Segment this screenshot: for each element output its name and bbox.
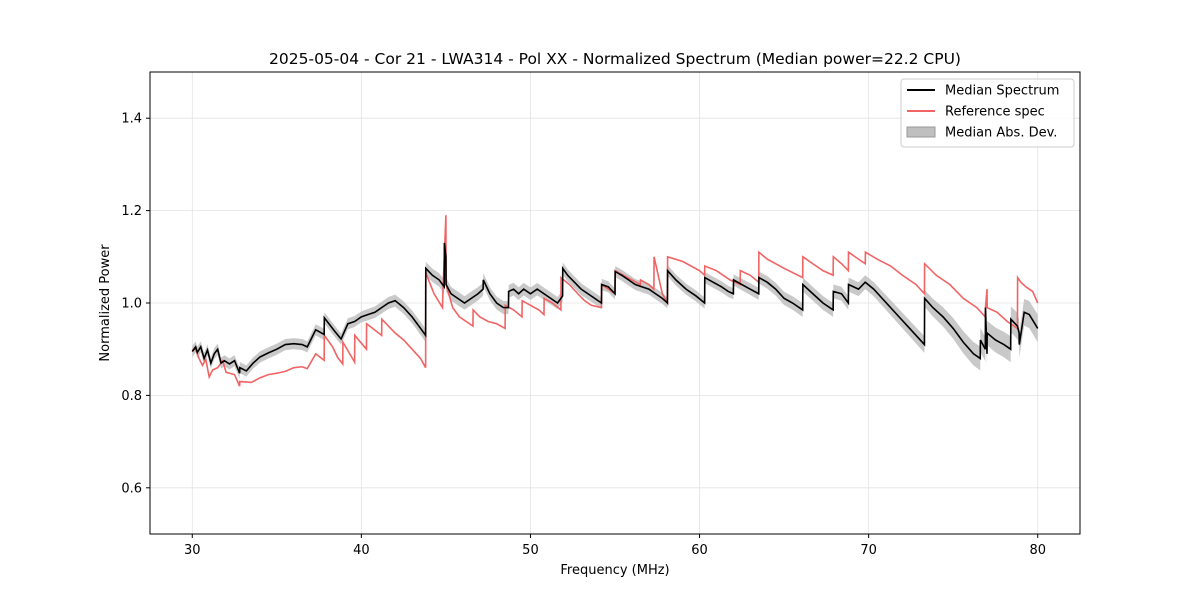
y-axis-ticks: 0.6 0.8 1.0 1.2 1.4 (121, 112, 150, 496)
legend-label-median-abs-dev: Median Abs. Dev. (945, 126, 1057, 141)
x-tick-label: 80 (1029, 543, 1046, 558)
legend-swatch-median-abs-dev (906, 126, 936, 138)
legend: Median Spectrum Reference spec Median Ab… (900, 78, 1075, 148)
x-tick-label: 30 (184, 543, 201, 558)
legend-label-reference-spec: Reference spec (945, 105, 1045, 120)
chart-title: 2025-05-04 - Cor 21 - LWA314 - Pol XX - … (269, 50, 961, 68)
x-tick-label: 60 (691, 543, 708, 558)
y-tick-label: 0.6 (121, 481, 142, 496)
x-tick-label: 70 (860, 543, 877, 558)
x-axis-ticks: 30 40 50 60 70 80 (184, 534, 1046, 558)
y-tick-label: 1.4 (121, 112, 142, 127)
y-tick-label: 1.0 (121, 297, 142, 312)
legend-box (900, 78, 1075, 148)
legend-label-median-spectrum: Median Spectrum (945, 84, 1059, 99)
x-axis-label: Frequency (MHz) (560, 563, 669, 578)
y-tick-label: 0.8 (121, 389, 142, 404)
y-tick-label: 1.2 (121, 204, 142, 219)
x-tick-label: 40 (353, 543, 370, 558)
y-axis-label: Normalized Power (98, 244, 113, 362)
series-layer (191, 215, 1039, 387)
x-tick-label: 50 (522, 543, 539, 558)
series-line-reference-spec (192, 215, 1039, 387)
series-line-median-spectrum (191, 242, 1039, 374)
